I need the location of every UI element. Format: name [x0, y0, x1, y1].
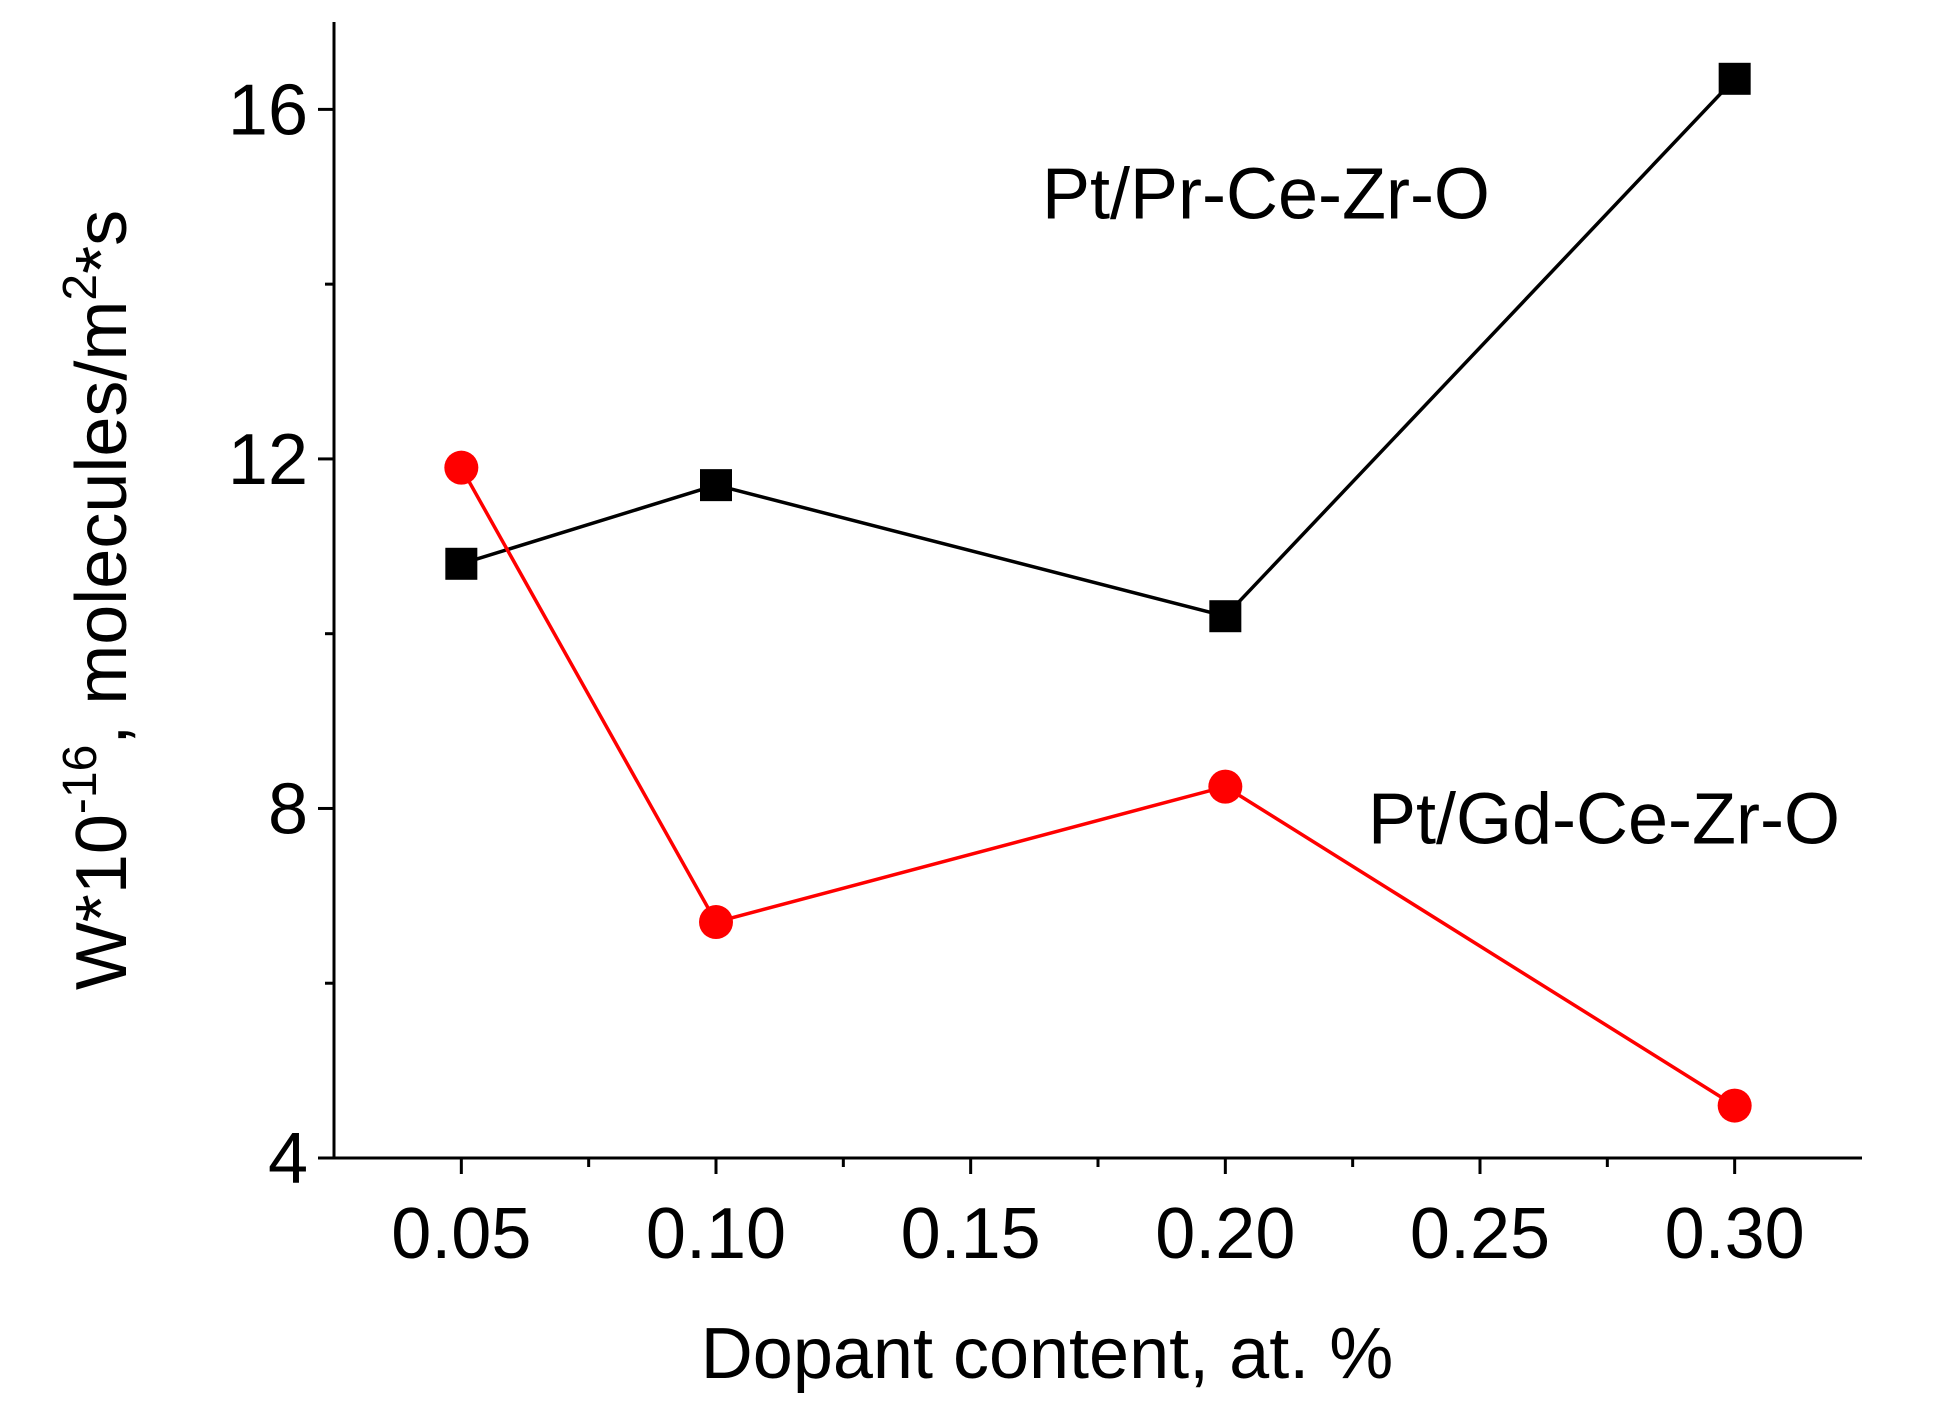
- data-point: [699, 905, 733, 940]
- x-tick-label: 0.10: [646, 1194, 786, 1274]
- y-tick-label: 12: [228, 420, 308, 500]
- series-1: [445, 62, 1751, 633]
- y-axis-title-exponent: -16: [54, 745, 107, 814]
- series-line: [459, 466, 1736, 1108]
- data-point: [1717, 1088, 1752, 1123]
- series-annotation: Pt/Gd-Ce-Zr-O: [1368, 779, 1840, 859]
- y-tick-label: 16: [228, 70, 308, 150]
- data-point: [445, 547, 478, 580]
- data-point: [700, 469, 732, 502]
- y-tick-label: 4: [268, 1119, 308, 1199]
- x-tick-label: 0.05: [391, 1194, 531, 1274]
- y-axis-title-base: W*10: [62, 814, 142, 990]
- annotations: Pt/Pr-Ce-Zr-O Pt/Gd-Ce-Zr-O: [1042, 155, 1840, 860]
- y-axis-title-tail: *s: [62, 210, 142, 274]
- series-annotation: Pt/Pr-Ce-Zr-O: [1042, 155, 1490, 235]
- data-point: [1208, 769, 1243, 804]
- x-axis-title: Dopant content, at. %: [701, 1314, 1393, 1394]
- y-axis-title: W*10-16, molecules/m2*s: [54, 210, 142, 990]
- y-ticks: 4 8 12 16: [228, 70, 334, 1199]
- data-point: [1718, 62, 1751, 95]
- series-group: [444, 62, 1752, 1123]
- y-tick-label: 8: [268, 769, 308, 849]
- data-point: [444, 450, 479, 485]
- series-2: [444, 450, 1752, 1123]
- data-point: [1209, 600, 1242, 633]
- x-tick-label: 0.30: [1665, 1194, 1805, 1274]
- series-line: [460, 77, 1736, 619]
- y-axis-title-middle: , molecules/m: [62, 301, 142, 745]
- x-tick-label: 0.15: [901, 1194, 1041, 1274]
- x-ticks: 0.05 0.10 0.15 0.20 0.25 0.30: [391, 1158, 1805, 1274]
- x-tick-label: 0.20: [1155, 1194, 1295, 1274]
- x-tick-label: 0.25: [1410, 1194, 1550, 1274]
- y-axis-title-superscript: 2: [54, 274, 107, 301]
